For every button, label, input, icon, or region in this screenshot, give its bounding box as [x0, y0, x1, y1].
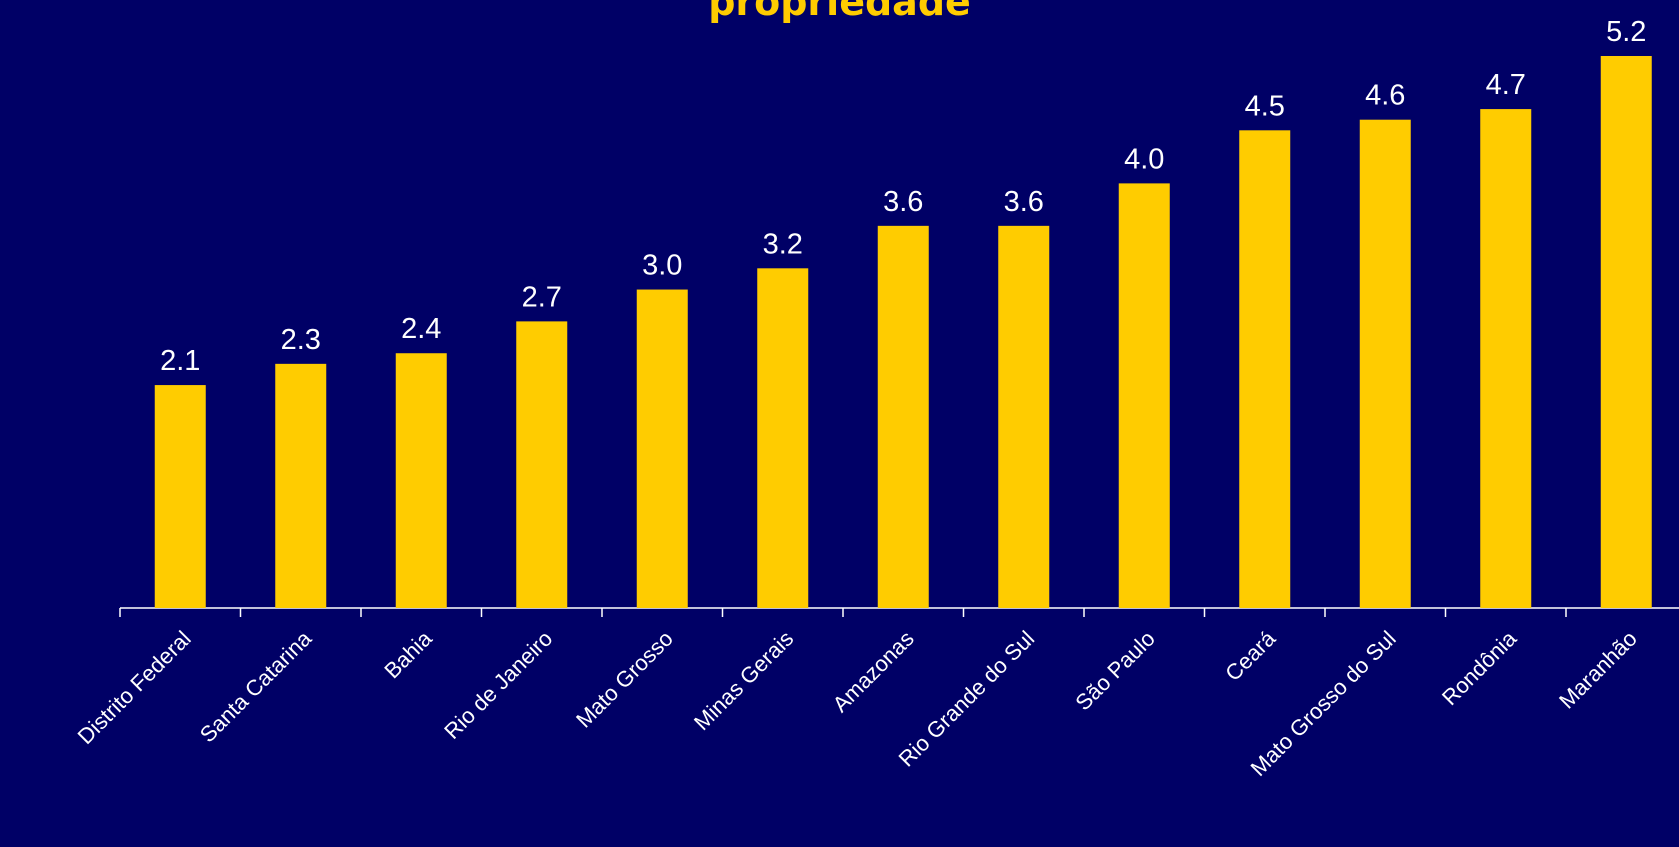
- bar-value-label: 2.7: [522, 281, 562, 313]
- bar-value-label: 3.2: [763, 228, 803, 260]
- bar-value-label: 2.4: [401, 313, 441, 345]
- bar: [1600, 56, 1652, 608]
- bar: [1118, 183, 1170, 608]
- bar-value-label: 4.6: [1365, 80, 1405, 112]
- x-tick-label: Rio de Janeiro: [439, 626, 557, 744]
- bar: [275, 363, 327, 608]
- bar: [877, 225, 929, 608]
- bar: [1480, 109, 1532, 609]
- bar: [1359, 119, 1411, 608]
- x-tick-label: Rondônia: [1437, 625, 1522, 710]
- x-tick-label: Distrito Federal: [73, 626, 196, 749]
- bar: [998, 225, 1050, 608]
- bar: [636, 289, 688, 608]
- bar-value-label: 4.0: [1124, 143, 1164, 175]
- x-tick-labels-group: Distrito Federal Santa Catarina Bahia Rio d…: [73, 625, 1642, 781]
- bar: [516, 321, 568, 608]
- x-tick-label: Ceará: [1220, 625, 1281, 686]
- bar: [1239, 130, 1291, 609]
- x-tick-label: Maranhão: [1554, 626, 1642, 714]
- bars-group: [154, 56, 1652, 609]
- bar: [154, 385, 206, 608]
- x-tick-label: Amazonas: [828, 626, 919, 717]
- x-tick-label: São Paulo: [1070, 626, 1159, 715]
- bar-value-label: 3.0: [642, 250, 682, 282]
- bar-value-label: 3.6: [1004, 186, 1044, 218]
- bar-value-label: 5.2: [1606, 16, 1646, 48]
- x-tick-label: Mato Grosso: [571, 626, 678, 733]
- bar-value-label: 3.6: [883, 186, 923, 218]
- bar-value-label: 4.5: [1245, 90, 1285, 122]
- x-tick-label: Santa Catarina: [195, 625, 317, 747]
- bar-value-label: 2.3: [281, 324, 321, 356]
- bar: [757, 268, 809, 608]
- x-tick-label: Minas Gerais: [689, 626, 798, 735]
- x-tick-label: Rio Grande do Sul: [894, 626, 1040, 772]
- bar-value-label: 2.1: [160, 345, 200, 377]
- bar-value-label: 4.7: [1486, 69, 1526, 101]
- x-ticks-group: [119, 608, 1567, 617]
- bar: [395, 353, 447, 608]
- x-tick-label: Bahia: [379, 625, 437, 683]
- chart-title: propriedade: [708, 0, 971, 24]
- value-labels-group: 2.1 2.3 2.4 2.7 3.0 3.2 3.6 3.6 4.0 4.5 4.6 4.7 5.2: [160, 16, 1646, 377]
